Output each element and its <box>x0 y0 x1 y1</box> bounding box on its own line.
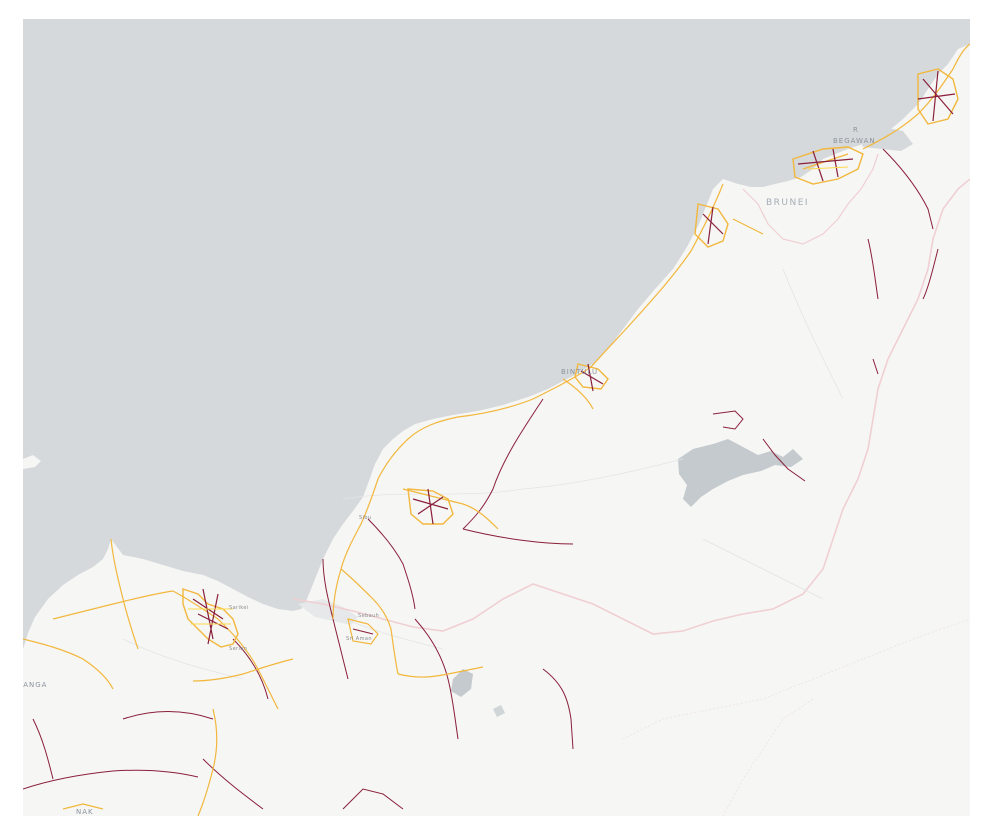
internal-border <box>622 618 970 740</box>
urban-cluster-kuching <box>182 588 239 648</box>
urban-cluster-miri <box>694 203 729 248</box>
small-lake <box>493 705 505 717</box>
map-viewport[interactable]: BRUNEI BINTULU R BEGAWAN Sibu Sarikei Se… <box>23 19 970 816</box>
internal-border-2 <box>722 698 814 816</box>
minor-roads <box>23 148 939 810</box>
landmass-borneo <box>23 44 970 816</box>
rajang-delta-water <box>341 437 371 499</box>
island-west <box>23 455 41 469</box>
bakun-reservoir <box>678 439 803 507</box>
urban-cluster-bintulu <box>574 363 609 392</box>
brunei-border <box>742 153 879 245</box>
map-canvas[interactable] <box>23 19 970 816</box>
batang-ai-lake <box>451 669 473 697</box>
urban-cluster-limbang <box>917 68 959 125</box>
brunei-bay-upper <box>878 67 908 97</box>
international-border <box>292 178 970 635</box>
urban-cluster-brunei <box>792 146 864 185</box>
urban-cluster-sibu <box>407 488 454 525</box>
urban-cluster-sri-aman <box>347 618 379 645</box>
